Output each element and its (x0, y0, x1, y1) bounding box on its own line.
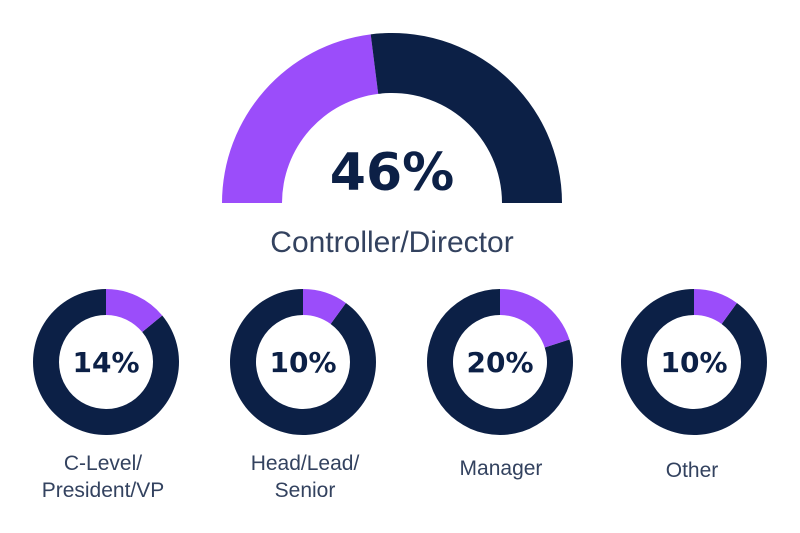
gauge-segment-remainder (370, 32, 562, 203)
donut-segment-highlight (106, 289, 163, 333)
gauge-segment-highlight (222, 34, 379, 203)
donut-value: 10% (660, 346, 727, 379)
donut-head-lead-senior: 10% Head/Lead/ Senior (229, 289, 376, 502)
donut-segment-remainder (620, 289, 767, 435)
donut-segment-remainder (32, 288, 179, 435)
gauge-label: Controller/Director (270, 226, 513, 259)
donut-segment-remainder (427, 289, 573, 436)
gauge-controller-director: 46% Controller/Director (222, 32, 562, 259)
donut-c-level: 14% C-Level/ President/VP (32, 288, 179, 502)
donut-segment-highlight (303, 289, 346, 324)
donut-value: 20% (466, 346, 533, 379)
donut-segment-remainder (229, 289, 376, 435)
donut-label-line-1: Other (666, 459, 719, 482)
donut-label-line-2: President/VP (42, 479, 165, 502)
donut-label-line-1: Manager (460, 457, 543, 480)
donut-value: 14% (72, 346, 139, 379)
donut-manager: 20% Manager (427, 289, 573, 480)
donut-segment-highlight (694, 289, 737, 324)
donut-label-line-1: C-Level/ (64, 452, 142, 475)
donut-label-line-2: Senior (275, 479, 336, 502)
donut-segment-highlight (500, 289, 570, 348)
donut-value: 10% (269, 346, 336, 379)
donut-label-line-1: Head/Lead/ (251, 452, 360, 475)
donut-other: 10% Other (620, 289, 767, 482)
gauge-value: 46% (330, 143, 454, 203)
